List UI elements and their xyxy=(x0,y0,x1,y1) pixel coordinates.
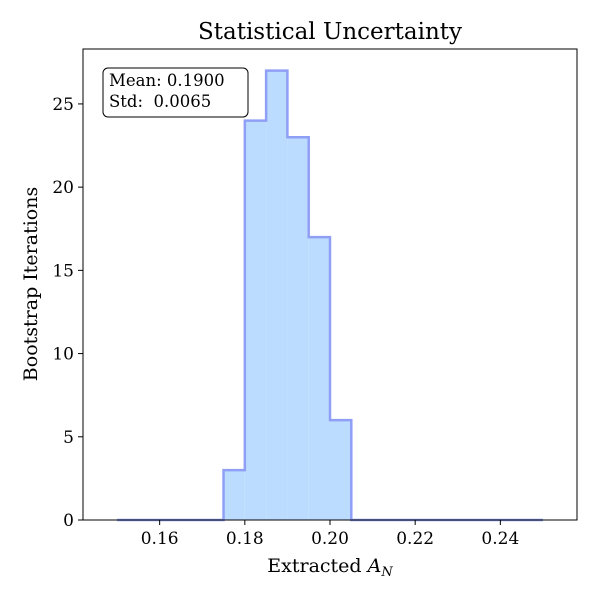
x-tick-label: 0.22 xyxy=(396,529,434,549)
histogram-bar xyxy=(287,137,309,520)
x-axis-ticks: 0.16 0.18 0.20 0.22 0.24 xyxy=(141,520,519,549)
y-tick-label: 10 xyxy=(52,345,74,365)
y-axis-ticks: 0 5 10 15 20 25 xyxy=(52,95,83,531)
stats-box-frame xyxy=(102,67,249,118)
y-axis-label: Bootstrap Iterations xyxy=(20,187,42,381)
y-tick-label: 15 xyxy=(52,261,74,281)
histogram-bar xyxy=(266,70,288,520)
x-tick-label: 0.18 xyxy=(226,529,264,549)
stats-box: Mean: 0.1900 Std: 0.0065 xyxy=(102,67,249,118)
histogram-bar xyxy=(244,120,267,520)
y-tick-label: 0 xyxy=(63,511,74,531)
y-tick-label: 25 xyxy=(52,95,74,115)
x-tick-label: 0.20 xyxy=(311,529,349,549)
histogram-bar xyxy=(308,237,330,520)
stats-std-text: Std: 0.0065 xyxy=(109,92,211,111)
x-axis-label: Extracted AN xyxy=(267,555,393,580)
histogram-bar xyxy=(330,420,352,520)
histogram-bar xyxy=(223,470,245,520)
stats-mean-text: Mean: 0.1900 xyxy=(109,71,225,90)
histogram-bars xyxy=(117,69,543,522)
x-tick-label: 0.24 xyxy=(481,529,519,549)
y-tick-label: 5 xyxy=(63,428,74,448)
chart-title: Statistical Uncertainty xyxy=(198,19,462,45)
x-tick-label: 0.16 xyxy=(141,529,179,549)
y-tick-label: 20 xyxy=(52,178,74,198)
